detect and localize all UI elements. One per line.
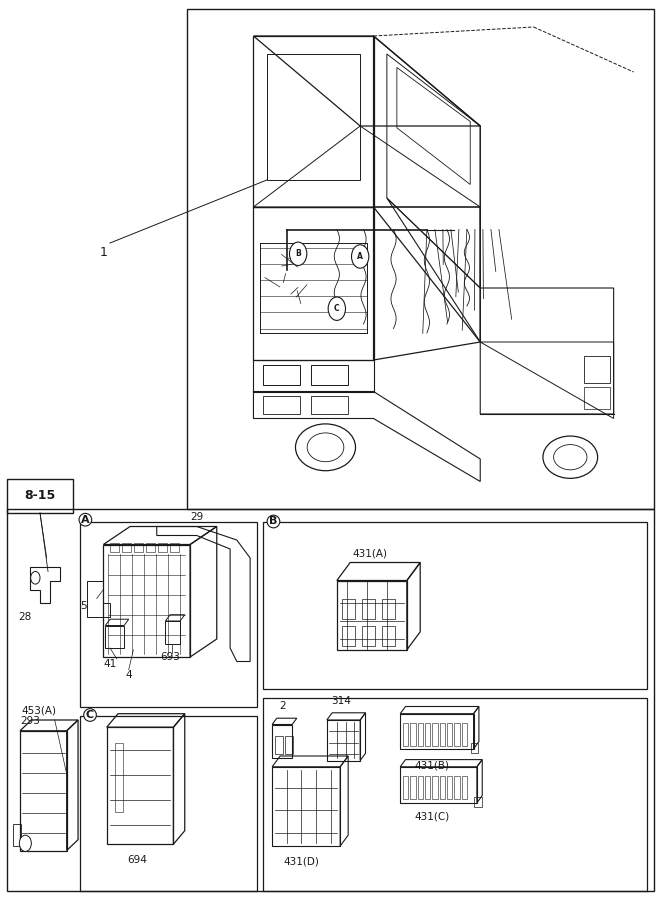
Bar [440, 723, 445, 746]
Text: B: B [295, 249, 301, 258]
Text: 1: 1 [100, 246, 108, 258]
Text: C: C [86, 710, 94, 720]
Bar [263, 522, 647, 688]
Bar [80, 716, 257, 891]
Bar [584, 356, 610, 382]
Ellipse shape [307, 433, 344, 462]
Text: 8-15: 8-15 [25, 490, 55, 502]
Bar [275, 736, 283, 754]
Bar [447, 776, 452, 799]
Bar [134, 543, 143, 552]
Text: 431(B): 431(B) [415, 760, 450, 770]
Text: C: C [334, 304, 340, 313]
Bar [362, 599, 375, 619]
Bar [158, 543, 167, 552]
Bar [462, 723, 467, 746]
Circle shape [328, 297, 346, 320]
Bar [382, 599, 395, 619]
Bar [311, 396, 348, 414]
Ellipse shape [295, 424, 356, 471]
Bar [432, 723, 438, 746]
Text: 29: 29 [190, 512, 203, 522]
Bar [462, 776, 467, 799]
Bar [187, 9, 654, 508]
Bar [382, 626, 395, 646]
Bar [425, 723, 430, 746]
Bar [432, 776, 438, 799]
Text: 431(D): 431(D) [283, 857, 319, 867]
Text: 41: 41 [103, 659, 117, 669]
Bar [454, 776, 460, 799]
Text: 453(A): 453(A) [21, 706, 56, 716]
Bar [471, 742, 478, 753]
Bar [440, 776, 445, 799]
Bar [447, 723, 452, 746]
Text: 5: 5 [80, 600, 87, 611]
Text: B: B [269, 517, 277, 526]
Bar [410, 776, 416, 799]
Circle shape [19, 835, 31, 851]
Bar [80, 522, 257, 706]
Circle shape [31, 572, 40, 584]
Bar [425, 776, 430, 799]
Bar [403, 776, 408, 799]
Ellipse shape [554, 445, 587, 470]
Bar [146, 543, 155, 552]
Circle shape [289, 242, 307, 266]
Bar [403, 723, 408, 746]
Text: 293: 293 [20, 716, 40, 726]
Bar [362, 626, 375, 646]
Bar [7, 479, 73, 513]
Bar [311, 365, 348, 385]
Bar [122, 543, 131, 552]
Text: 431(C): 431(C) [415, 812, 450, 822]
Bar [263, 365, 300, 385]
Bar [13, 824, 21, 846]
Bar [342, 626, 355, 646]
Bar [418, 776, 423, 799]
Bar [474, 796, 482, 807]
Circle shape [352, 245, 369, 268]
Bar [342, 599, 355, 619]
Bar [170, 543, 179, 552]
Bar [418, 723, 423, 746]
Bar [584, 387, 610, 410]
Text: 431(A): 431(A) [353, 548, 388, 558]
Text: 693: 693 [160, 652, 180, 662]
Text: 314: 314 [331, 697, 352, 706]
Bar [410, 723, 416, 746]
Text: A: A [358, 252, 363, 261]
Bar [454, 723, 460, 746]
Bar [263, 396, 300, 414]
Bar [110, 543, 119, 552]
Text: A: A [81, 515, 89, 525]
Bar [263, 698, 647, 891]
Ellipse shape [543, 436, 598, 479]
Text: 4: 4 [125, 670, 132, 680]
Text: 694: 694 [127, 855, 147, 865]
Text: 28: 28 [19, 612, 32, 622]
Bar [285, 736, 293, 754]
Bar [7, 508, 654, 891]
Text: 2: 2 [279, 701, 285, 711]
